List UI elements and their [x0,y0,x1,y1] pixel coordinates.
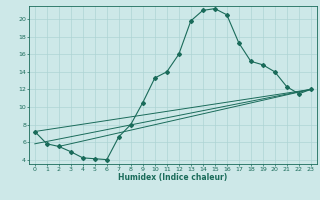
X-axis label: Humidex (Indice chaleur): Humidex (Indice chaleur) [118,173,228,182]
